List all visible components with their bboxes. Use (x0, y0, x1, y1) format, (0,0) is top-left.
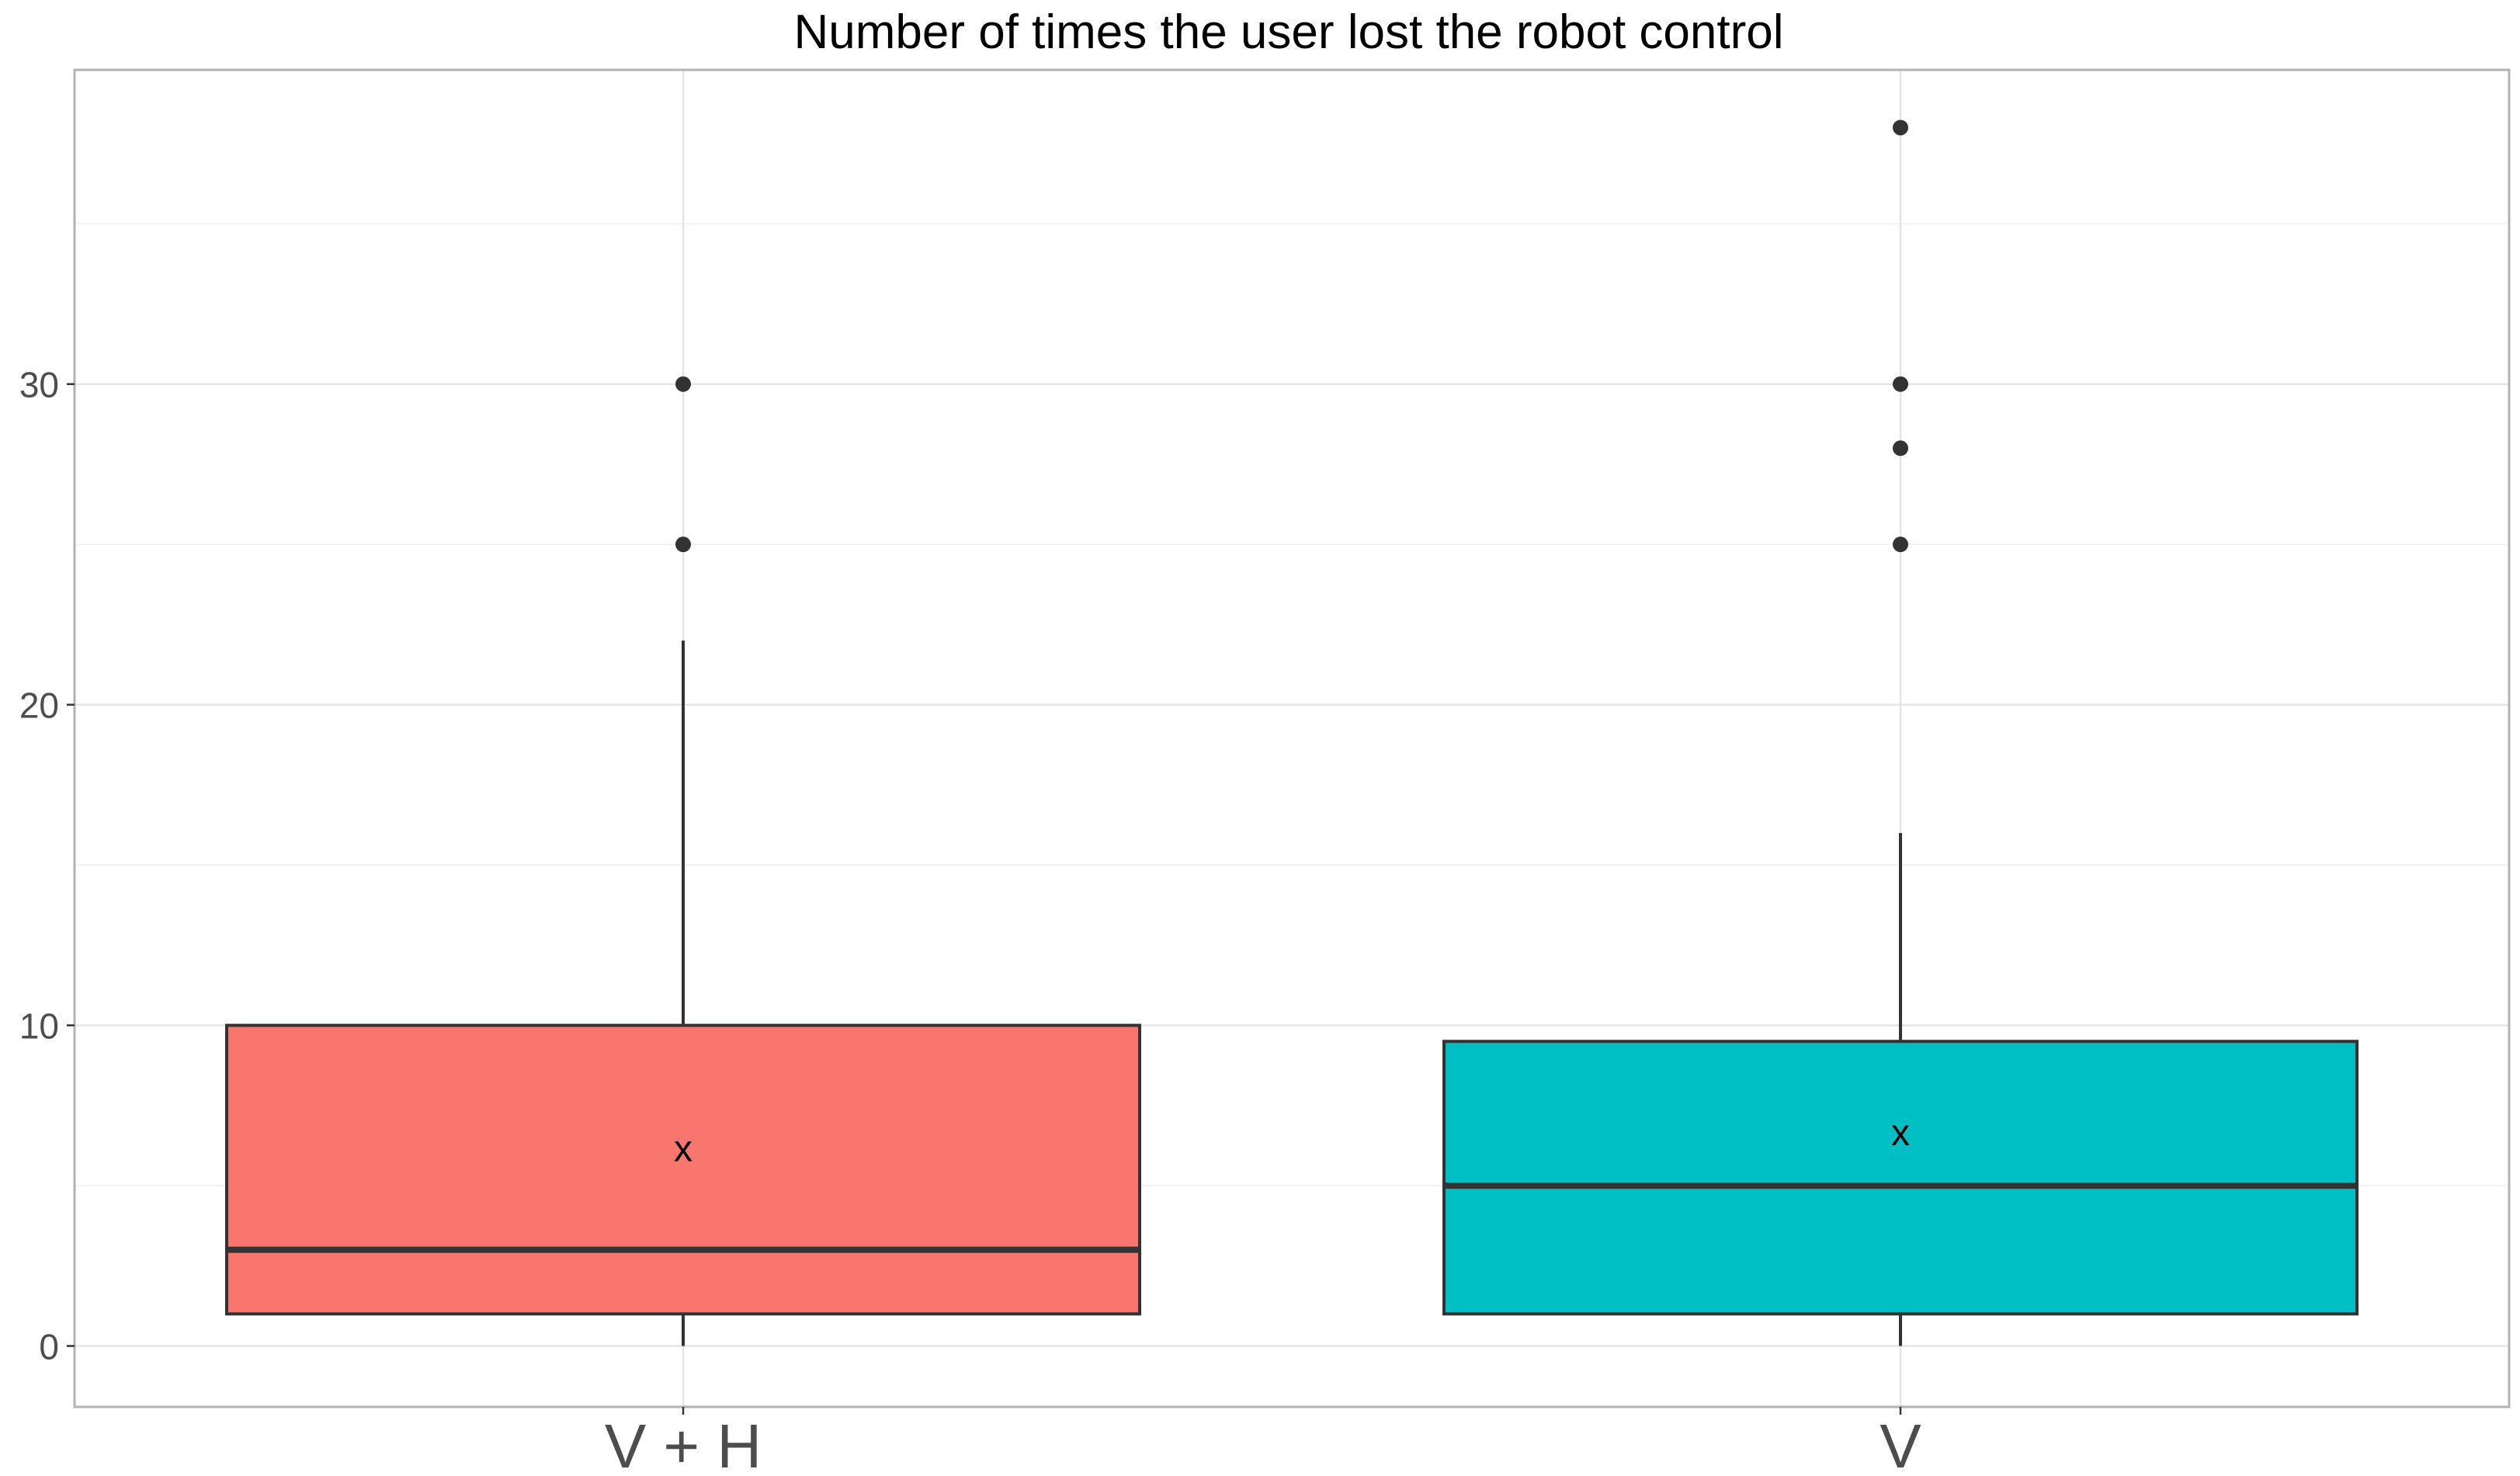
y-tick-label: 30 (19, 365, 59, 405)
outlier-point (1893, 120, 1908, 136)
outlier-point (675, 376, 691, 392)
box-group: x (225, 376, 1141, 1346)
chart-title: Number of times the user lost the robot … (793, 5, 1783, 59)
outlier-point (1893, 537, 1908, 553)
y-tick-label: 0 (39, 1327, 59, 1367)
x-axis-ticks: V + H V (605, 1407, 1921, 1476)
mean-marker: x (1891, 1113, 1910, 1154)
mean-marker: x (674, 1129, 692, 1170)
x-tick-label: V + H (605, 1412, 762, 1472)
box-body (1442, 1040, 2359, 1316)
outlier-point (1893, 440, 1908, 457)
y-axis-ticks: 0 10 20 30 (19, 365, 75, 1367)
x-tick-label: V (1880, 1412, 1921, 1472)
y-tick-label: 20 (19, 686, 59, 726)
box-group: x (1442, 120, 2359, 1346)
box-body (225, 1023, 1141, 1316)
outlier-point (1893, 376, 1908, 392)
panel-border (73, 68, 2511, 1408)
y-tick-label: 10 (19, 1006, 59, 1047)
outlier-point (675, 537, 691, 553)
